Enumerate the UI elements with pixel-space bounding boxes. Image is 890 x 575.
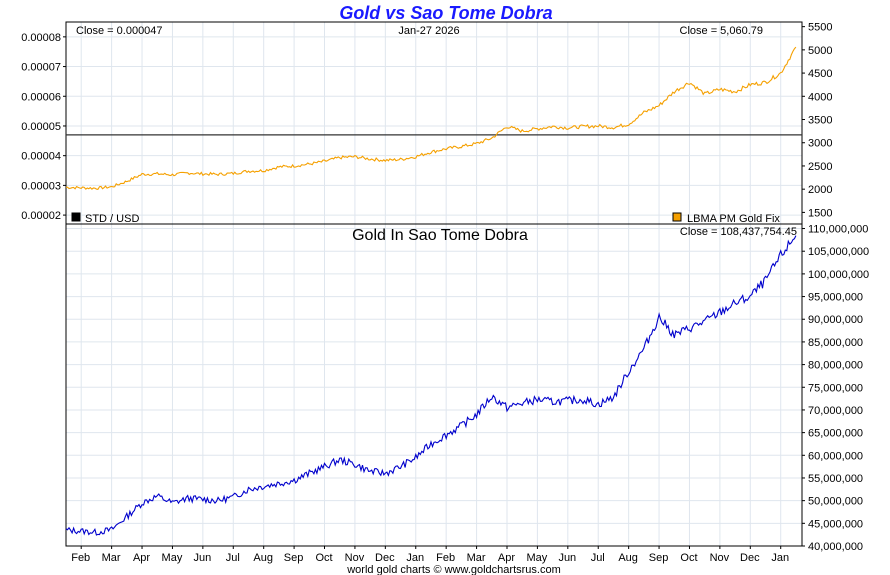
y-bottom-tick-label: 80,000,000 bbox=[808, 360, 863, 372]
y-left-tick-label: 0.00007 bbox=[21, 62, 61, 74]
subchart-title: Gold In Sao Tome Dobra bbox=[352, 227, 528, 244]
x-tick-label: Sep bbox=[649, 552, 669, 564]
plot-frames bbox=[65, 21, 803, 547]
top-right-y-axis-ticks: 1500 2000 2500 3000 3500 4000 4500 5000 5500 bbox=[802, 22, 832, 219]
y-left-tick-label: 0.00003 bbox=[21, 180, 61, 192]
y-bottom-tick-label: 65,000,000 bbox=[808, 428, 863, 440]
y-bottom-tick-label: 75,000,000 bbox=[808, 382, 863, 394]
x-tick-label: Aug bbox=[618, 552, 638, 564]
y-right-tick-label: 3000 bbox=[808, 138, 832, 150]
y-bottom-tick-label: 95,000,000 bbox=[808, 292, 863, 304]
x-tick-label: Feb bbox=[71, 552, 90, 564]
y-bottom-tick-label: 105,000,000 bbox=[808, 246, 869, 258]
chart-title: Gold vs Sao Tome Dobra bbox=[339, 3, 552, 23]
close-left-label: Close = 0.000047 bbox=[76, 25, 163, 37]
x-tick-label: Sep bbox=[284, 552, 304, 564]
x-tick-label: Dec bbox=[740, 552, 760, 564]
credit-text: world gold charts © www.goldchartsrus.co… bbox=[346, 564, 561, 575]
y-right-tick-label: 2000 bbox=[808, 184, 832, 196]
series-line-gold-fix bbox=[65, 46, 797, 191]
x-tick-label: Apr bbox=[133, 552, 150, 564]
y-right-tick-label: 2500 bbox=[808, 161, 832, 173]
x-tick-label: Oct bbox=[680, 552, 697, 564]
x-tick-label: Nov bbox=[345, 552, 365, 564]
bottom-right-y-axis-ticks: 40,000,000 45,000,000 50,000,000 55,000,000… bbox=[802, 224, 869, 553]
series-lines bbox=[65, 46, 802, 536]
y-right-tick-label: 5500 bbox=[808, 22, 832, 34]
y-bottom-tick-label: 60,000,000 bbox=[808, 450, 863, 462]
x-tick-label: Jan bbox=[406, 552, 424, 564]
y-bottom-tick-label: 50,000,000 bbox=[808, 496, 863, 508]
x-tick-label: Mar bbox=[102, 552, 121, 564]
y-left-tick-label: 0.00002 bbox=[21, 210, 61, 222]
y-left-tick-label: 0.00005 bbox=[21, 121, 61, 133]
legend-swatch-std-usd bbox=[71, 212, 81, 222]
x-tick-label: Mar bbox=[467, 552, 486, 564]
x-tick-label: Jun bbox=[193, 552, 211, 564]
x-tick-label: Jul bbox=[226, 552, 240, 564]
y-bottom-tick-label: 55,000,000 bbox=[808, 473, 863, 485]
legend-label-gold-fix: LBMA PM Gold Fix bbox=[687, 213, 780, 225]
y-bottom-tick-label: 40,000,000 bbox=[808, 541, 863, 553]
top-left-y-axis-ticks: 0.00002 0.00003 0.00004 0.00005 0.00006 0.000… bbox=[21, 32, 66, 222]
x-tick-label: Feb bbox=[436, 552, 455, 564]
legend-swatch-gold-fix bbox=[672, 212, 682, 222]
y-bottom-tick-label: 110,000,000 bbox=[808, 224, 868, 236]
date-label: Jan-27 2026 bbox=[398, 25, 459, 37]
x-tick-label: Jan bbox=[771, 552, 789, 564]
y-bottom-tick-label: 70,000,000 bbox=[808, 405, 863, 417]
x-tick-label: Jul bbox=[591, 552, 605, 564]
x-tick-label: Apr bbox=[498, 552, 515, 564]
close-right-label: Close = 5,060.79 bbox=[680, 25, 763, 37]
y-bottom-tick-label: 100,000,000 bbox=[808, 269, 869, 281]
x-tick-label: May bbox=[162, 552, 183, 564]
x-tick-label: Aug bbox=[253, 552, 273, 564]
y-right-tick-label: 1500 bbox=[808, 207, 832, 219]
x-tick-label: Nov bbox=[710, 552, 730, 564]
series-line-gold-in-dobra bbox=[65, 235, 797, 536]
y-left-tick-label: 0.00006 bbox=[21, 91, 61, 103]
legend-label-std-usd: STD / USD bbox=[85, 213, 139, 225]
grid-lines bbox=[66, 22, 802, 547]
y-bottom-tick-label: 85,000,000 bbox=[808, 337, 863, 349]
x-tick-label: Dec bbox=[375, 552, 395, 564]
y-right-tick-label: 3500 bbox=[808, 115, 832, 127]
x-tick-label: May bbox=[527, 552, 548, 564]
x-tick-label: Oct bbox=[315, 552, 332, 564]
y-right-tick-label: 4000 bbox=[808, 91, 832, 103]
x-tick-label: Jun bbox=[558, 552, 576, 564]
subchart-close-label: Close = 108,437,754.45 bbox=[680, 226, 797, 238]
y-left-tick-label: 0.00004 bbox=[21, 151, 61, 163]
y-bottom-tick-label: 45,000,000 bbox=[808, 518, 863, 530]
y-right-tick-label: 5000 bbox=[808, 45, 832, 57]
y-left-tick-label: 0.00008 bbox=[21, 32, 61, 44]
x-axis-month-ticks: Feb Mar Apr May Jun Jul Aug Sep Oct Nov Dec Jan Feb M… bbox=[71, 546, 789, 564]
y-right-tick-label: 4500 bbox=[808, 68, 832, 80]
y-bottom-tick-label: 90,000,000 bbox=[808, 314, 863, 326]
